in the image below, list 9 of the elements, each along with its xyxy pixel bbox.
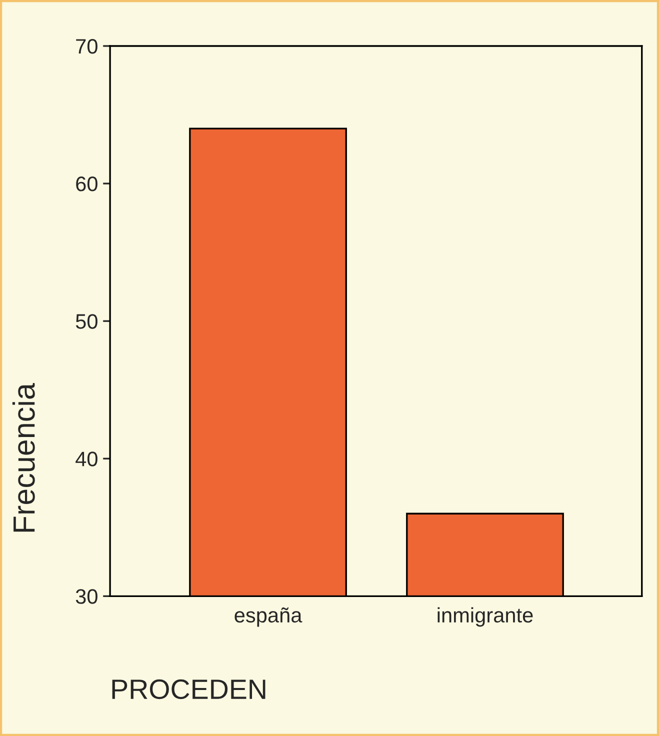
y-tick-label: 60 — [76, 176, 98, 192]
y-tick-label: 70 — [76, 39, 98, 54]
x-axis-title: PROCEDEN — [112, 679, 266, 700]
x-tick-label: inmigrante — [438, 607, 533, 627]
y-tick-label: 50 — [76, 314, 98, 329]
y-tick-label: 40 — [76, 452, 98, 466]
y-tick-label: 30 — [76, 589, 98, 604]
y-axis-title: Frecuencia — [12, 383, 35, 532]
x-tick-label: españa — [234, 607, 302, 627]
